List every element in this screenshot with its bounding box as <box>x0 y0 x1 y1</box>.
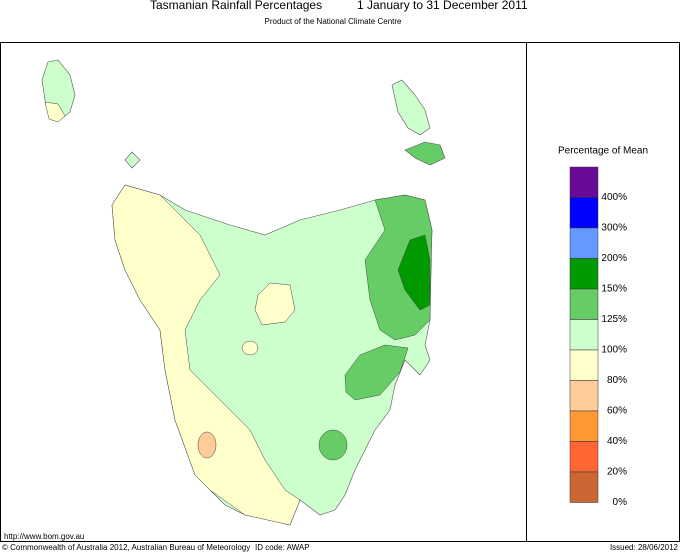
legend-title: Percentage of Mean <box>558 146 648 157</box>
legend-swatch <box>569 471 599 503</box>
region-100-125 <box>111 184 301 526</box>
legend-label: 20% <box>607 467 627 478</box>
region-100-125 <box>241 340 259 356</box>
region-100-125 <box>254 282 296 326</box>
legend-label: 80% <box>607 375 627 386</box>
legend-swatch <box>569 319 599 351</box>
subtitle: Product of the National Climate Centre <box>265 17 403 26</box>
robbins-island <box>124 151 141 169</box>
legend-label: 100% <box>601 345 627 356</box>
legend-swatch <box>569 227 599 259</box>
legend-label: 150% <box>601 284 627 295</box>
cape-barren-island <box>404 141 446 166</box>
legend-label: 125% <box>601 314 627 325</box>
title: Tasmanian Rainfall Percentages <box>150 0 322 12</box>
id-code: ID code: AWAP <box>255 543 310 552</box>
copyright: © Commonwealth of Australia 2012, Austra… <box>2 543 250 552</box>
region-125-150 <box>318 429 348 461</box>
legend-swatch <box>569 258 599 290</box>
legend-label: 0% <box>613 497 628 508</box>
legend-label: 40% <box>607 436 627 447</box>
issued: Issued: 28/06/2012 <box>610 543 679 552</box>
legend-swatch <box>569 349 599 381</box>
region-100-125 <box>44 101 66 123</box>
map-frame <box>0 42 527 542</box>
period: 1 January to 31 December 2011 <box>357 0 528 12</box>
legend-swatch <box>569 197 599 229</box>
legend-swatch <box>569 441 599 473</box>
legend-swatch <box>569 410 599 442</box>
legend-label: 300% <box>601 223 627 234</box>
legend-label: 200% <box>601 253 627 264</box>
legend-swatch <box>569 166 599 198</box>
region-150-200 <box>397 234 431 311</box>
legend-label: 60% <box>607 406 627 417</box>
map <box>41 59 446 526</box>
region-60-80 <box>197 431 217 459</box>
url: http://www.bom.gov.au <box>4 532 84 541</box>
legend-swatch <box>569 380 599 412</box>
flinders-island <box>391 79 431 136</box>
legend-swatch <box>569 288 599 320</box>
legend-label: 400% <box>601 192 627 203</box>
region-125-150 <box>344 344 409 401</box>
legend: 400% 300% 200% 150% 125% 100% 80% 60% 40% 20% 0% <box>569 166 628 508</box>
